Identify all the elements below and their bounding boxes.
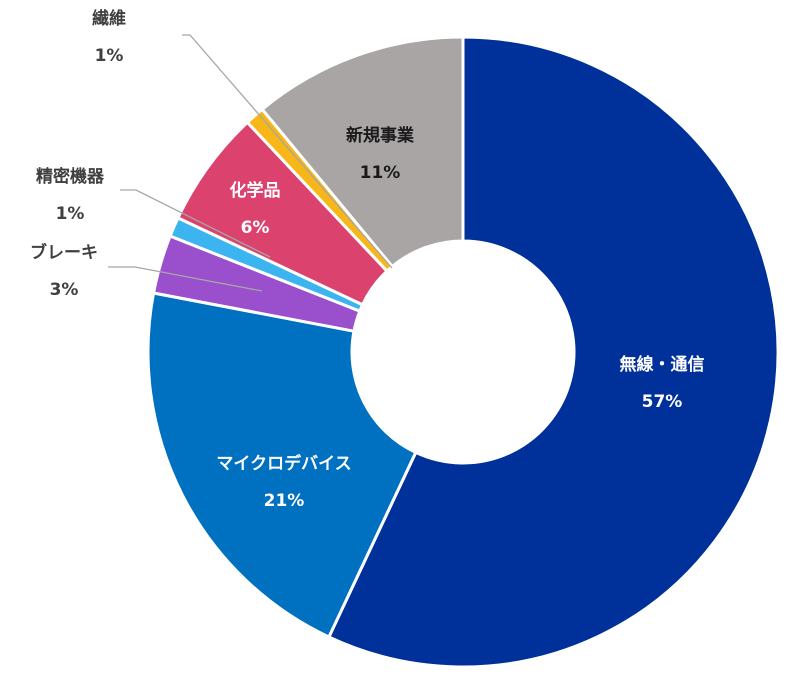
labels-group: 無線・通信 57% マイクロデバイス 21% ブレーキ 3% 精密機器 1% 化学品 6% 繊維 1%… <box>30 8 705 511</box>
slice-label-2: ブレーキ <box>30 242 98 263</box>
slice-label-0: 無線・通信 <box>620 354 705 375</box>
slice-value-label-3: 1% <box>56 204 85 224</box>
slice-1 <box>146 291 418 639</box>
slice-6 <box>260 35 465 268</box>
slice-0 <box>327 35 780 669</box>
slice-value-label-2: 3% <box>50 280 79 300</box>
slice-value-label-0: 57% <box>642 392 683 412</box>
slice-label-1: マイクロデバイス <box>216 453 351 474</box>
leader-line-2 <box>108 266 263 292</box>
slice-label-3: 精密機器 <box>36 166 105 187</box>
slice-value-label-4: 6% <box>241 218 270 238</box>
slice-value-label-1: 21% <box>264 491 305 511</box>
slices-group <box>146 35 780 669</box>
slice-label-5: 繊維 <box>92 8 126 29</box>
slice-label-6: 新規事業 <box>346 125 414 146</box>
leader-lines-group <box>108 34 393 292</box>
leader-line-5 <box>182 34 393 269</box>
slice-value-label-6: 11% <box>360 163 401 183</box>
slice-value-label-5: 1% <box>95 46 124 66</box>
slice-label-4: 化学品 <box>230 180 281 201</box>
leader-line-3 <box>120 189 271 258</box>
